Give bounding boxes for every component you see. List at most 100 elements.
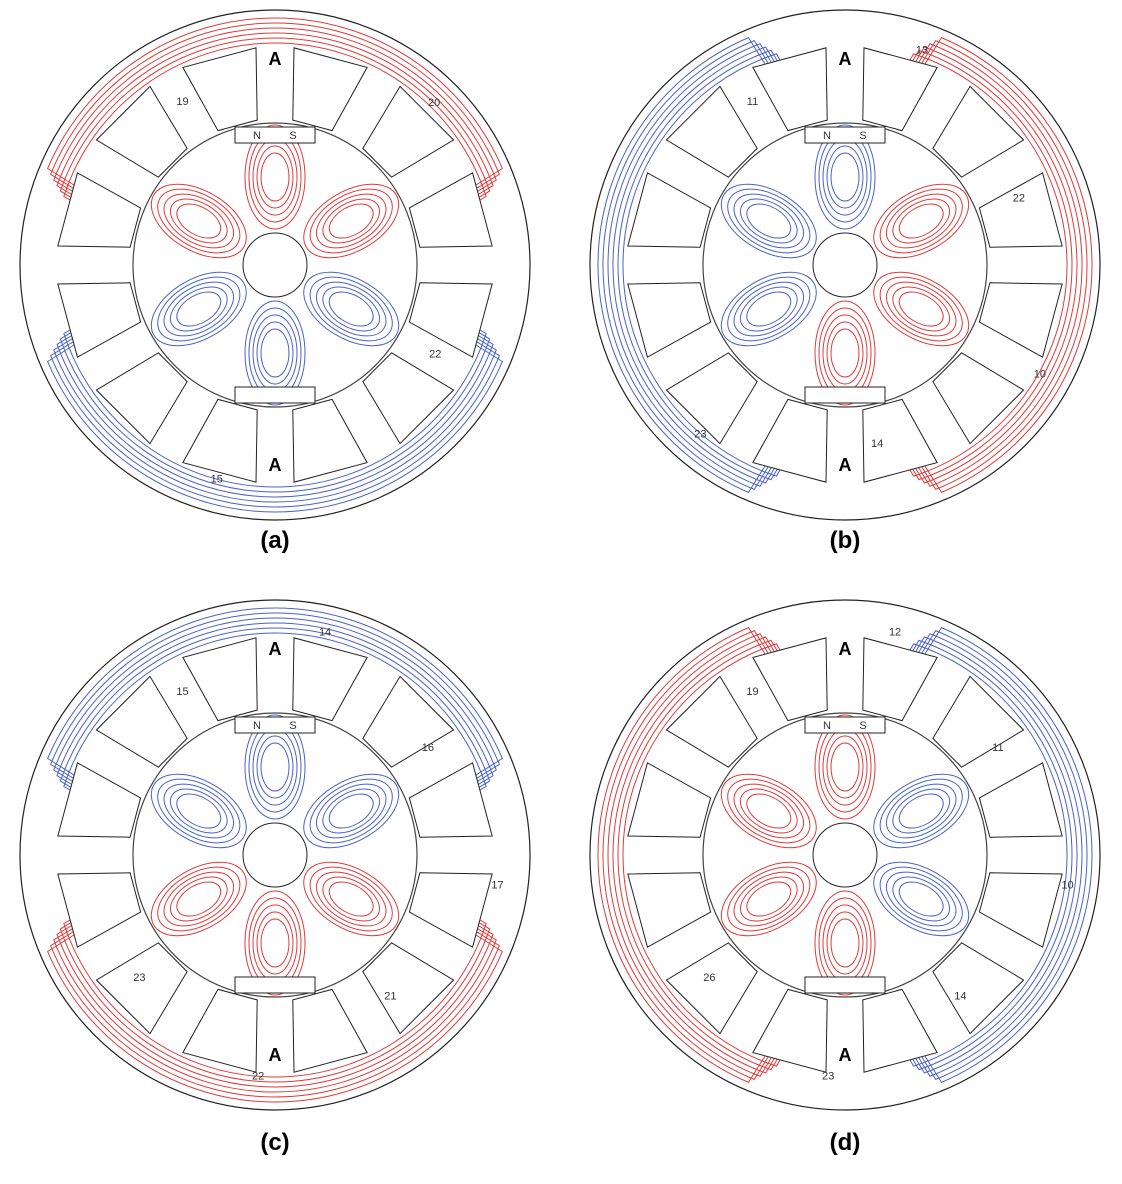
flux-loop (893, 285, 949, 333)
flux-loop (163, 278, 235, 340)
flux-loop (877, 861, 965, 937)
stator-slot (409, 873, 492, 947)
flux-loop (725, 183, 813, 259)
flux-loop (741, 787, 797, 835)
flux-loop (869, 854, 973, 944)
shaft (243, 233, 307, 297)
contour-label: 15 (176, 686, 188, 698)
stator-slot (58, 173, 141, 247)
stator-slot (96, 943, 187, 1034)
stator-slot (58, 283, 141, 357)
flux-loop (315, 780, 387, 842)
pole-label: A (839, 1045, 852, 1065)
contour-label: 23 (133, 972, 145, 984)
magnet (235, 977, 315, 993)
pole-label: A (269, 49, 282, 69)
flux-loop (823, 139, 867, 215)
contour-label: 12 (889, 627, 901, 639)
flux-loop (823, 905, 867, 981)
flux-loop (171, 197, 227, 245)
machine-panel: NSAA19202215(a) (20, 10, 530, 554)
flux-loop (155, 271, 243, 347)
flux-loop (725, 773, 813, 849)
flux-loop (831, 919, 859, 967)
contour-label: 23 (694, 428, 706, 440)
figure: NSAA19202215(a)NSAA111322101423(b)NSAA15… (0, 0, 1122, 1184)
magnet (235, 717, 315, 733)
stator-slot (183, 399, 257, 482)
flux-loop (147, 766, 251, 856)
stator-slot (753, 638, 827, 721)
stator-slot (979, 283, 1062, 357)
stator-slot (293, 989, 367, 1072)
flux-loop (171, 787, 227, 835)
flux-loop (893, 875, 949, 923)
stator-slot (183, 48, 257, 131)
stator-slot (409, 283, 492, 357)
flux-loop (155, 773, 243, 849)
flux-loop (315, 868, 387, 930)
flux-loop (257, 322, 293, 384)
flux-loop (171, 285, 227, 333)
flux-loop (323, 875, 379, 923)
stator-slot (96, 86, 187, 177)
stator-slot (96, 353, 187, 444)
panel-caption: (d) (830, 1129, 861, 1156)
flux-loop (139, 169, 259, 273)
flux-loop (827, 146, 863, 208)
flux-loop (253, 139, 297, 215)
flux-loop (299, 176, 403, 266)
flux-loop (139, 759, 259, 863)
flux-loop (733, 780, 805, 842)
contour-label: 20 (428, 97, 440, 109)
contour-label: 21 (384, 991, 396, 1003)
magnet-label: N (823, 720, 831, 732)
stator-slot (933, 86, 1024, 177)
flux-loop (147, 854, 251, 944)
pole-label: A (839, 455, 852, 475)
magnet-label: S (289, 720, 296, 732)
contour-label: 10 (1034, 369, 1046, 381)
flux-loop (291, 847, 411, 951)
magnet (805, 717, 885, 733)
flux-line (889, 628, 1092, 1083)
flux-loop (261, 153, 289, 201)
stator-slot (979, 763, 1062, 837)
flux-loop (741, 197, 797, 245)
flux-loop (261, 329, 289, 377)
flux-loop (299, 854, 403, 944)
stator-slot (666, 86, 757, 177)
flux-loop (315, 278, 387, 340)
flux-loop (885, 190, 957, 252)
flux-loop (823, 315, 867, 391)
flux-loop (733, 868, 805, 930)
flux-loop (257, 146, 293, 208)
stator-slot (363, 943, 454, 1034)
contour-label: 15 (211, 473, 223, 485)
flux-line (598, 38, 801, 493)
stator-slot (753, 989, 827, 1072)
flux-loop (741, 875, 797, 923)
stator-slot (363, 353, 454, 444)
stator-slot (293, 399, 367, 482)
flux-loop (733, 278, 805, 340)
flux-loop (323, 787, 379, 835)
pole-label: A (269, 1045, 282, 1065)
flux-loop (827, 912, 863, 974)
contour-label: 11 (992, 742, 1003, 754)
stator-slot (58, 873, 141, 947)
flux-loop (171, 875, 227, 923)
flux-loop (307, 183, 395, 259)
contour-label: 23 (822, 1070, 834, 1082)
stator-slot (409, 763, 492, 837)
flux-loop (155, 183, 243, 259)
stator-slot (183, 989, 257, 1072)
contour-label: 16 (422, 742, 434, 754)
flux-loop (831, 743, 859, 791)
stator-slot (293, 48, 367, 131)
flux-loop (709, 847, 829, 951)
flux-loop (709, 169, 829, 273)
contour-label: 19 (746, 686, 758, 698)
machine-panel: NSAA19121110142326(d) (590, 600, 1100, 1156)
flux-loop (861, 257, 981, 361)
